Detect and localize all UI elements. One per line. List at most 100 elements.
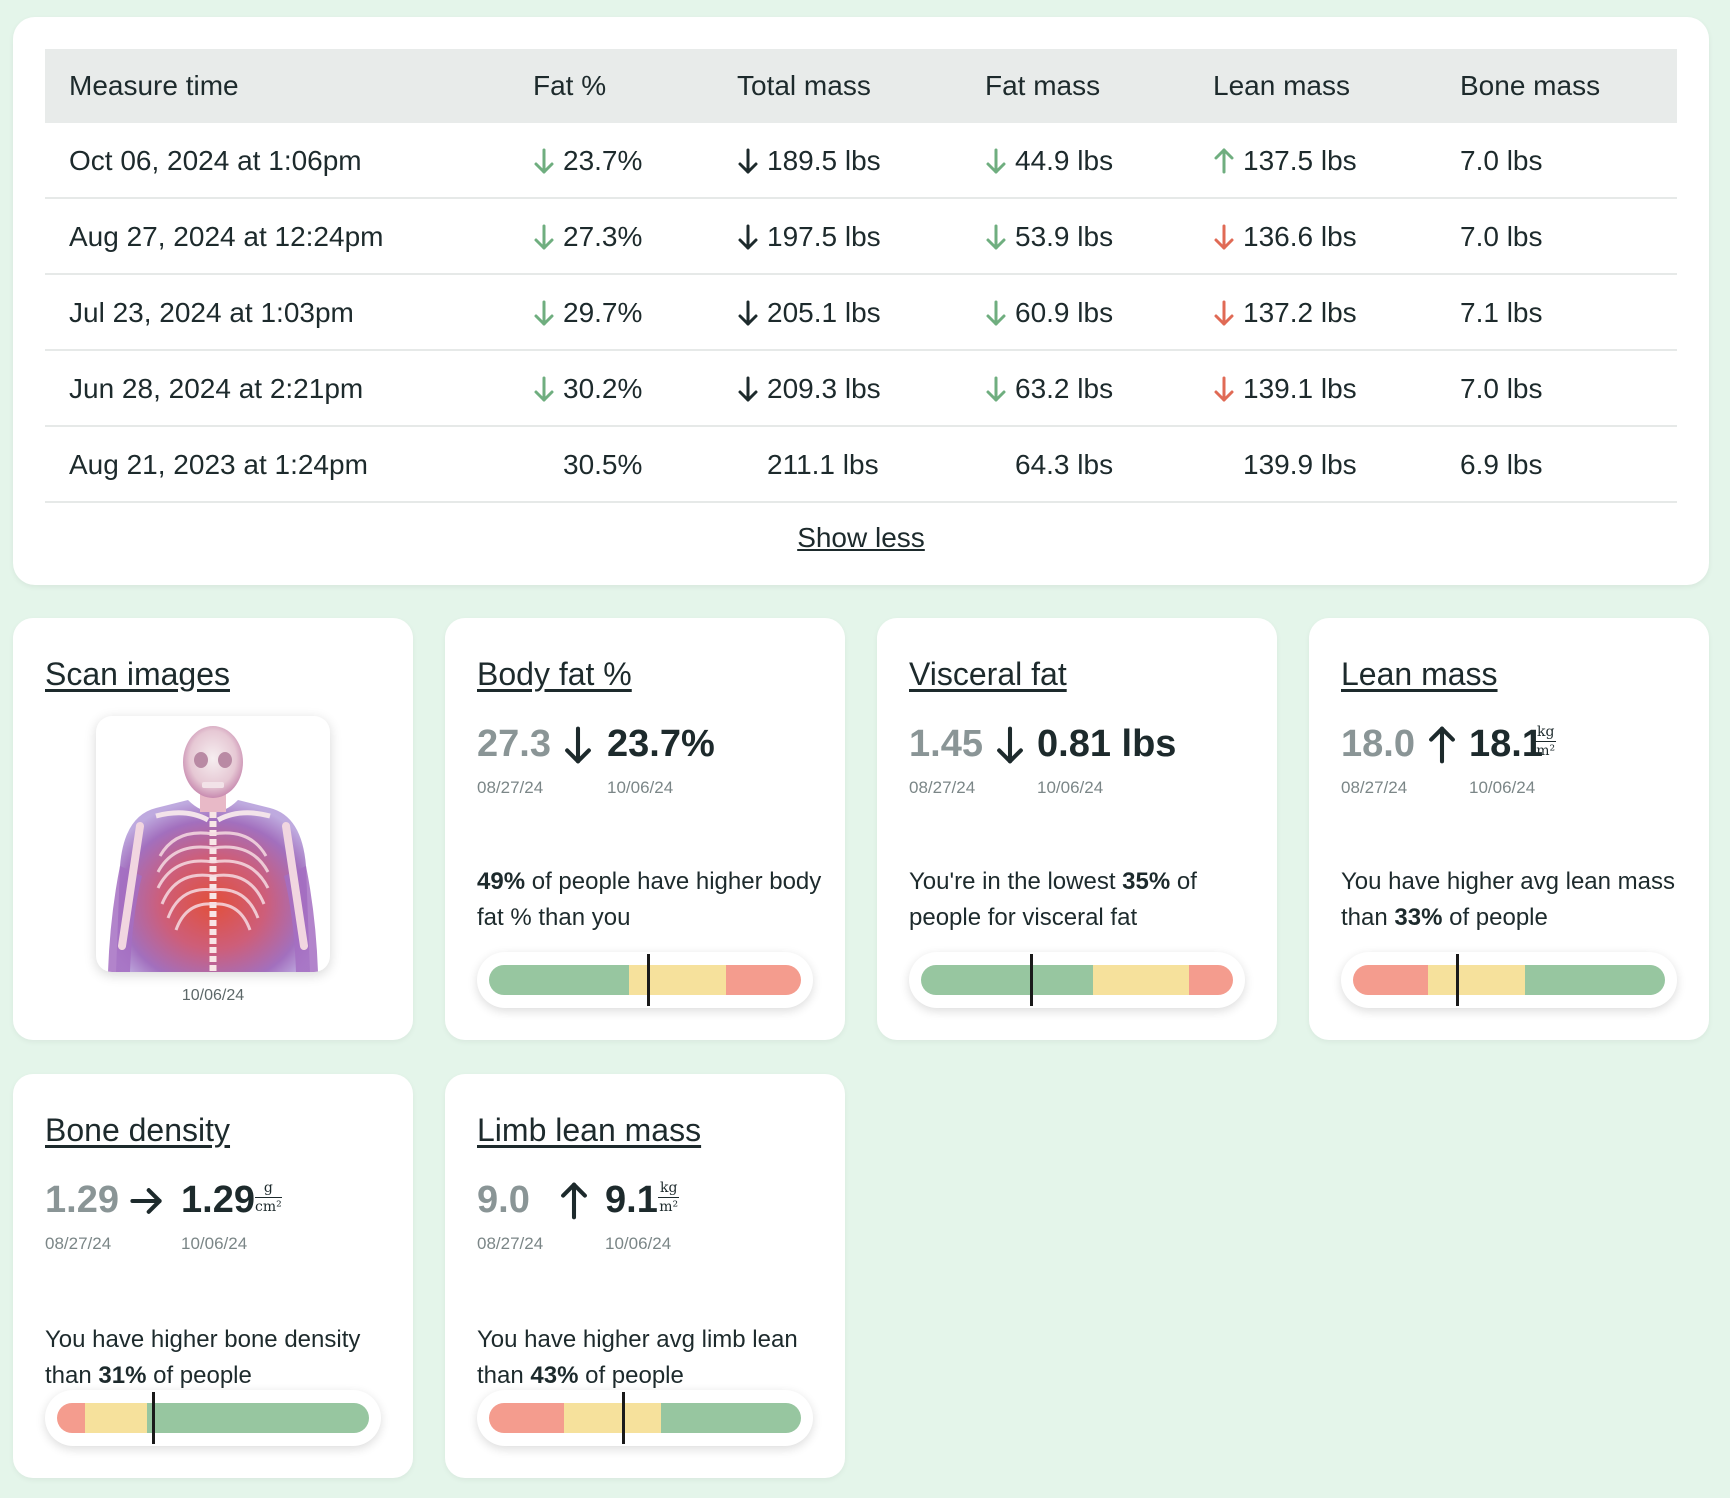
desc-text: You're in the lowest (909, 868, 1123, 895)
limb-lean-mass-title[interactable]: Limb lean mass (477, 1112, 702, 1148)
arrow-down-icon (533, 375, 555, 403)
current-value: 23.7% (607, 723, 715, 765)
bone-density-title[interactable]: Bone density (45, 1112, 231, 1148)
previous-value: 18.0 (1341, 723, 1415, 765)
body-fat-card: Body fat % 27.3 23.7% 08/27/24 10/06/24 49% o… (445, 618, 845, 1040)
current-date: 10/06/24 (1037, 778, 1104, 797)
percentile-description: 49% of people have higher body fat % tha… (477, 864, 837, 936)
previous-value: 1.29 (45, 1179, 119, 1221)
body-scan-image[interactable] (96, 716, 330, 972)
unit-fraction: kg m² (658, 1180, 680, 1215)
percentile-gauge (477, 952, 813, 1008)
desc-highlight: 35% (1122, 868, 1171, 895)
cell-fat-pct: 30.5% (563, 449, 643, 480)
arrow-down-icon (533, 147, 555, 175)
desc-text: of people have higher body fat % than yo… (477, 868, 822, 931)
arrow-up-icon (557, 1182, 591, 1220)
skeleton-scan-icon (108, 726, 318, 972)
percentile-description: You have higher avg lean mass than 33% o… (1341, 864, 1701, 936)
unit-denominator: cm² (255, 1199, 282, 1215)
gauge-segment-red (726, 965, 801, 995)
table-row: Jun 28, 2024 at 2:21pm 30.2% 209.3 lbs 63.2… (45, 351, 1677, 427)
gauge-segment-red (1353, 965, 1428, 995)
unit-numerator: g (255, 1180, 282, 1198)
scan-images-title[interactable]: Scan images (45, 656, 230, 692)
measurements-table-card: Measure time Fat % Total mass Fat mass L… (13, 17, 1709, 585)
current-value: 9.1 (605, 1179, 658, 1221)
cell-fat-pct: 27.3% (563, 221, 643, 252)
gauge-segment-red (57, 1403, 86, 1433)
gauge-segment-yellow (629, 965, 727, 995)
desc-text: You have higher bone density than (45, 1326, 361, 1389)
unit-numerator: kg (658, 1180, 680, 1198)
percentile-gauge (909, 952, 1245, 1008)
show-less-link[interactable]: Show less (797, 522, 925, 553)
arrow-down-icon (737, 147, 759, 175)
desc-highlight: 49% (477, 868, 526, 895)
lean-mass-title[interactable]: Lean mass (1341, 656, 1498, 692)
cell-fat-mass: 60.9 lbs (1015, 297, 1114, 328)
percentile-description: You're in the lowest 35% of people for v… (909, 864, 1269, 936)
cell-fat-pct: 23.7% (563, 145, 643, 176)
arrow-right-icon (129, 1182, 163, 1220)
bone-density-card: Bone density 1.29 1.29 g cm² 08/27/24 10/06/24… (13, 1074, 413, 1478)
cell-lean-mass: 137.5 lbs (1243, 145, 1357, 176)
table-row: Aug 21, 2023 at 1:24pm 30.5% 211.1 lbs 64.3… (45, 427, 1677, 503)
gauge-segment-yellow (563, 1403, 661, 1433)
gauge-bar (489, 1403, 801, 1433)
cell-bone-mass: 7.0 lbs (1460, 145, 1543, 176)
lean-mass-card: Lean mass 18.0 18.1 kg m² 08/27/24 10/06/24 You… (1309, 618, 1709, 1040)
cell-measure-time: Aug 27, 2024 at 12:24pm (69, 221, 384, 252)
gauge-bar (1353, 965, 1665, 995)
current-date: 10/06/24 (1469, 778, 1536, 797)
cell-bone-mass: 7.1 lbs (1460, 297, 1543, 328)
cell-bone-mass: 7.0 lbs (1460, 221, 1543, 252)
cell-bone-mass: 7.0 lbs (1460, 373, 1543, 404)
gauge-bar (57, 1403, 369, 1433)
arrow-down-icon (985, 147, 1007, 175)
header-total-mass: Total mass (737, 70, 871, 101)
current-date: 10/06/24 (605, 1234, 672, 1253)
arrow-up-icon (1425, 726, 1459, 764)
gauge-segment-yellow (1092, 965, 1190, 995)
desc-text-end: of people (1442, 904, 1548, 931)
body-fat-title[interactable]: Body fat % (477, 656, 632, 692)
desc-highlight: 33% (1394, 904, 1443, 931)
gauge-marker (621, 1392, 625, 1444)
gauge-segment-yellow (85, 1403, 148, 1433)
cell-lean-mass: 139.1 lbs (1243, 373, 1357, 404)
current-date: 10/06/24 (607, 778, 674, 797)
visceral-fat-card: Visceral fat 1.45 0.81 lbs 08/27/24 10/06/24… (877, 618, 1277, 1040)
percentile-gauge (477, 1390, 813, 1446)
cell-lean-mass: 136.6 lbs (1243, 221, 1357, 252)
previous-value: 27.3 (477, 723, 551, 765)
gauge-bar (921, 965, 1233, 995)
current-date: 10/06/24 (181, 1234, 248, 1253)
arrow-down-icon (1213, 375, 1235, 403)
unit-numerator: kg (1535, 724, 1557, 742)
limb-lean-mass-card: Limb lean mass 9.0 9.1 kg m² 08/27/24 10/06/24… (445, 1074, 845, 1478)
arrow-up-icon (1213, 147, 1235, 175)
cell-fat-pct: 29.7% (563, 297, 643, 328)
visceral-fat-title[interactable]: Visceral fat (909, 656, 1067, 692)
cell-measure-time: Aug 21, 2023 at 1:24pm (69, 449, 368, 480)
cell-total-mass: 197.5 lbs (767, 221, 881, 252)
gauge-segment-green (147, 1403, 369, 1433)
cell-bone-mass: 6.9 lbs (1460, 449, 1543, 480)
gauge-marker (152, 1392, 156, 1444)
previous-date: 08/27/24 (477, 778, 544, 797)
cell-total-mass: 209.3 lbs (767, 373, 881, 404)
previous-date: 08/27/24 (477, 1234, 544, 1253)
previous-value: 9.0 (477, 1179, 530, 1221)
arrow-down-icon (737, 223, 759, 251)
arrow-down-icon (533, 299, 555, 327)
scan-date: 10/06/24 (181, 987, 245, 1004)
percentile-gauge (1341, 952, 1677, 1008)
current-value: 18.1 (1469, 723, 1543, 765)
gauge-bar (489, 965, 801, 995)
unit-fraction: g cm² (255, 1180, 282, 1215)
gauge-marker (646, 954, 650, 1006)
arrow-down-icon (533, 223, 555, 251)
header-fat-pct: Fat % (533, 70, 607, 101)
current-value: 0.81 lbs (1037, 723, 1177, 765)
